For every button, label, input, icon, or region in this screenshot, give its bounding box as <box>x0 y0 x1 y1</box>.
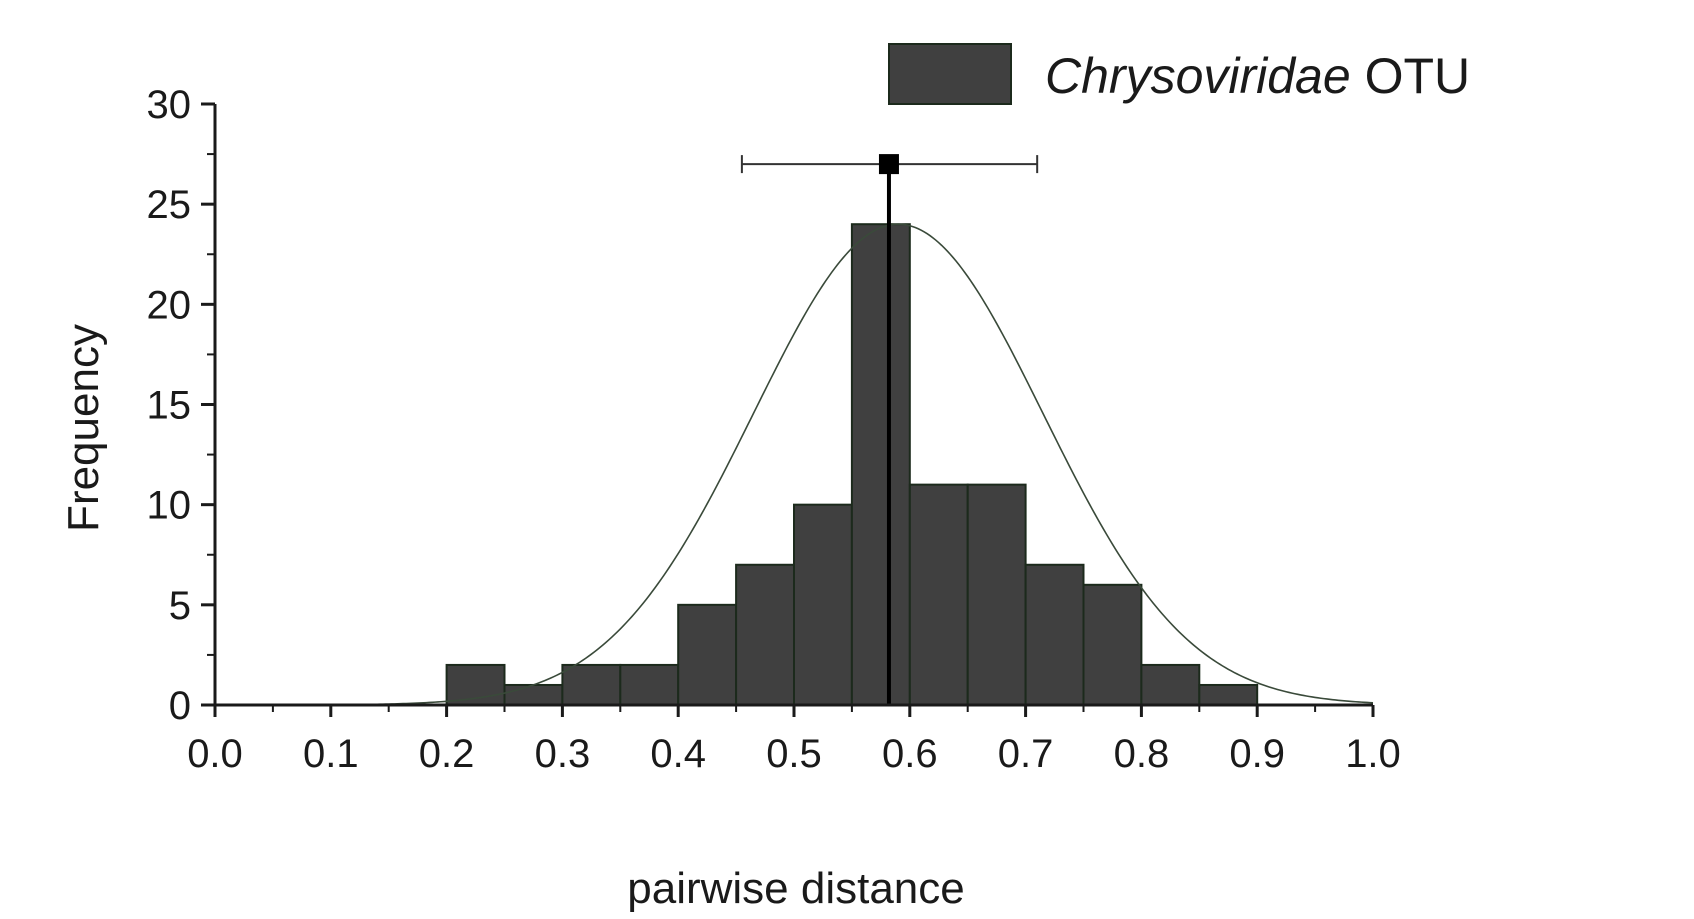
y-axis-title: Frequency <box>59 324 108 532</box>
legend-label-italic: Chrysoviridae <box>1045 48 1351 104</box>
histogram-bar <box>619 663 680 707</box>
histogram-bar <box>1024 563 1085 706</box>
histogram-bar <box>1140 663 1201 707</box>
histogram-bar <box>677 603 738 706</box>
y-tick-label: 20 <box>147 283 192 327</box>
histogram-bar <box>966 483 1027 706</box>
x-tick-label: 0.3 <box>535 732 591 776</box>
legend: Chrysoviridae OTU <box>888 43 1470 105</box>
x-axis-title: pairwise distance <box>627 864 965 913</box>
x-tick-label: 0.0 <box>187 732 243 776</box>
x-tick-label: 0.1 <box>303 732 359 776</box>
y-tick-label: 10 <box>147 484 192 528</box>
x-tick-label: 0.9 <box>1229 732 1285 776</box>
y-tick-label: 5 <box>169 584 191 628</box>
histogram-bar <box>1198 683 1259 707</box>
histogram-bar <box>1082 583 1143 706</box>
x-tick-label: 0.2 <box>419 732 475 776</box>
x-ticks: 0.0 0.1 0.2 0.3 0.4 0.5 0.6 0.7 0.8 0.9 1.0 <box>187 705 1401 776</box>
mean-marker-square <box>878 154 899 175</box>
x-tick-label: 0.5 <box>766 732 822 776</box>
x-tick-label: 0.6 <box>882 732 938 776</box>
histogram-bar <box>793 503 853 706</box>
histogram-bars <box>445 223 1259 707</box>
x-tick-label: 0.7 <box>998 732 1054 776</box>
y-tick-label: 30 <box>147 83 192 127</box>
histogram-bar <box>850 223 911 706</box>
histogram-bar <box>503 683 564 707</box>
mean-marker-group <box>740 154 1039 705</box>
histogram-bar <box>735 563 795 706</box>
y-ticks: 0 5 10 15 20 25 30 <box>147 83 215 728</box>
x-tick-label: 0.4 <box>650 732 706 776</box>
histogram-bar <box>908 483 969 706</box>
axes: 0.0 0.1 0.2 0.3 0.4 0.5 0.6 0.7 0.8 0.9 1.0 0 5 10 15… <box>147 83 1401 776</box>
y-tick-label: 15 <box>147 384 192 428</box>
y-tick-label: 0 <box>169 684 191 728</box>
normal-fit-curve <box>215 223 1374 706</box>
legend-label: Chrysoviridae OTU <box>1045 48 1470 104</box>
legend-swatch <box>888 43 1012 105</box>
x-tick-label: 0.8 <box>1114 732 1170 776</box>
x-tick-label: 1.0 <box>1345 732 1401 776</box>
y-tick-label: 25 <box>147 183 192 227</box>
legend-label-rest: OTU <box>1351 48 1470 104</box>
histogram-bar <box>561 663 622 707</box>
